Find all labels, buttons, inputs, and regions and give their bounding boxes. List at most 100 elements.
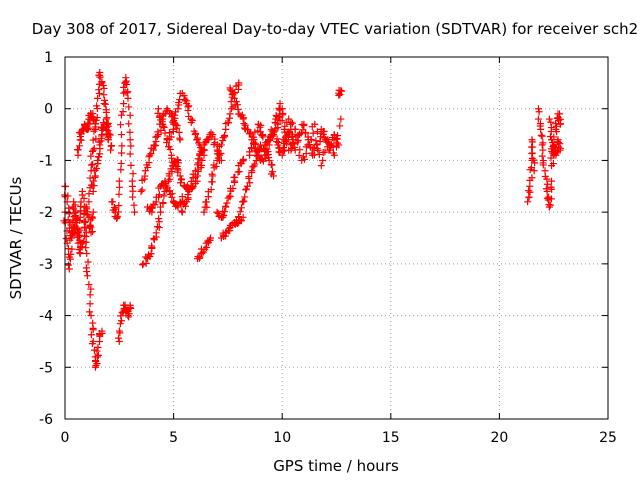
data-point-sdtvar_v-fill [294, 138, 302, 146]
data-point-sdtvar_za-fill [549, 160, 557, 168]
data-point-sdtvar_f-fill [130, 201, 138, 209]
data-point-sdtvar_u-fill [273, 135, 281, 143]
data-point-sdtvar_p-fill [220, 211, 228, 219]
data-point-sdtvar_u-fill [300, 122, 308, 130]
data-point-sdtvar_x [528, 136, 536, 144]
data-point-sdtvar_r [270, 172, 278, 180]
data-point-sdtvar_a [98, 327, 106, 335]
data-point-sdtvar_f-fill [108, 198, 116, 206]
data-point-sdtvar_r [239, 198, 247, 206]
data-point-sdtvar_a-fill [86, 291, 94, 299]
data-point-sdtvar_e-fill [95, 138, 103, 146]
data-point-sdtvar_l-fill [187, 119, 195, 127]
data-point-sdtvar_t-fill [249, 133, 257, 141]
data-point-sdtvar_v-fill [292, 133, 300, 141]
data-point-sdtvar_w [337, 87, 345, 95]
y-tick-label: -2 [39, 205, 53, 221]
data-point-sdtvar_l-fill [170, 119, 178, 127]
data-point-sdtvar_j [178, 193, 186, 201]
data-point-sdtvar_a-fill [80, 194, 88, 202]
data-point-sdtvar_z [545, 115, 553, 123]
data-point-sdtvar_z-fill [550, 133, 558, 141]
data-point-sdtvar_v-fill [321, 148, 329, 156]
data-point-sdtvar_b [70, 224, 78, 232]
data-point-sdtvar_m-fill [201, 139, 209, 147]
data-point-sdtvar_a [94, 353, 102, 361]
data-point-sdtvar_l-fill [166, 129, 174, 137]
data-point-sdtvar_m [209, 131, 217, 139]
data-point-sdtvar_f-fill [125, 103, 133, 111]
data-point-sdtvar_v-fill [336, 122, 344, 130]
data-point-sdtvar_o [200, 208, 208, 216]
data-point-sdtvar_y [543, 187, 551, 195]
data-point-sdtvar_x-fill [531, 159, 539, 167]
data-point-sdtvar_e [104, 136, 112, 144]
data-point-sdtvar_s-fill [234, 105, 242, 113]
data-point-sdtvar_v-fill [296, 146, 304, 154]
data-point-sdtvar_b-fill [88, 228, 96, 236]
data-point-sdtvar_y [539, 146, 547, 154]
data-point-sdtvar_a-fill [93, 347, 101, 355]
data-point-sdtvar_b-fill [75, 233, 83, 241]
data-point-sdtvar_c-fill [84, 126, 92, 134]
data-point-sdtvar_s-fill [228, 90, 236, 98]
data-point-sdtvar_za-fill [554, 138, 562, 146]
data-point-sdtvar_f [115, 177, 123, 185]
data-point-sdtvar_b-fill [87, 223, 95, 231]
data-point-sdtvar_j-fill [173, 201, 181, 209]
data-point-sdtvar_d-fill [96, 73, 104, 81]
data-point-sdtvar_t-fill [257, 121, 265, 129]
data-point-sdtvar_g-fill [115, 327, 123, 335]
data-point-sdtvar_y-fill [535, 108, 543, 116]
data-point-sdtvar_b-fill [73, 219, 81, 227]
data-point-sdtvar_p-fill [235, 168, 243, 176]
data-point-sdtvar_d-fill [100, 84, 108, 92]
data-point-sdtvar_v-fill [314, 146, 322, 154]
data-point-sdtvar_y-fill [539, 161, 547, 169]
data-point-sdtvar_f-fill [118, 149, 126, 157]
data-point-sdtvar_p-fill [222, 202, 230, 210]
data-point-sdtvar_a-fill [87, 285, 95, 293]
data-point-sdtvar_h-fill [173, 124, 181, 132]
data-point-sdtvar_o-fill [215, 150, 223, 158]
data-point-sdtvar_a-fill [86, 300, 94, 308]
data-point-sdtvar_i-fill [142, 259, 150, 267]
data-point-sdtvar_p-fill [229, 185, 237, 193]
data-point-sdtvar_f-fill [127, 142, 135, 150]
data-point-sdtvar_i-fill [139, 261, 147, 269]
data-point-sdtvar_p [226, 193, 234, 201]
data-point-sdtvar_h-fill [138, 186, 146, 194]
data-point-sdtvar_r-fill [236, 208, 244, 216]
data-point-sdtvar_a-fill [88, 340, 96, 348]
x-tick-label: 10 [273, 430, 291, 446]
data-point-sdtvar_h-fill [149, 146, 157, 154]
data-point-sdtvar_h-fill [144, 163, 152, 171]
data-point-sdtvar_v [317, 162, 325, 170]
data-point-sdtvar_o-fill [207, 186, 215, 194]
data-point-sdtvar_k-fill [157, 116, 165, 124]
data-point-sdtvar_f-fill [117, 159, 125, 167]
data-point-sdtvar_d-fill [103, 114, 111, 122]
data-point-sdtvar_v-fill [315, 151, 323, 159]
data-point-sdtvar_y-fill [543, 175, 551, 183]
data-point-sdtvar_f-fill [123, 80, 131, 88]
data-point-sdtvar_p-fill [223, 199, 231, 207]
x-tick-label: 25 [599, 430, 617, 446]
data-point-sdtvar_s-fill [233, 101, 241, 109]
data-point-sdtvar_s [252, 146, 260, 154]
data-point-sdtvar_i-fill [159, 199, 167, 207]
data-points [60, 69, 565, 371]
data-point-sdtvar_t-fill [268, 127, 276, 135]
data-point-sdtvar_o [209, 172, 217, 180]
data-point-sdtvar_m-fill [197, 147, 205, 155]
data-point-sdtvar_g [126, 301, 134, 309]
data-point-sdtvar_v-fill [295, 151, 303, 159]
data-point-sdtvar_f-fill [117, 121, 125, 129]
data-point-sdtvar_p-fill [231, 173, 239, 181]
data-point-sdtvar_e-fill [93, 164, 101, 172]
data-point-sdtvar_f-fill [127, 161, 135, 169]
data-point-sdtvar_r-fill [268, 161, 276, 169]
data-point-sdtvar_t-fill [273, 113, 281, 121]
data-point-sdtvar_b [72, 208, 80, 216]
